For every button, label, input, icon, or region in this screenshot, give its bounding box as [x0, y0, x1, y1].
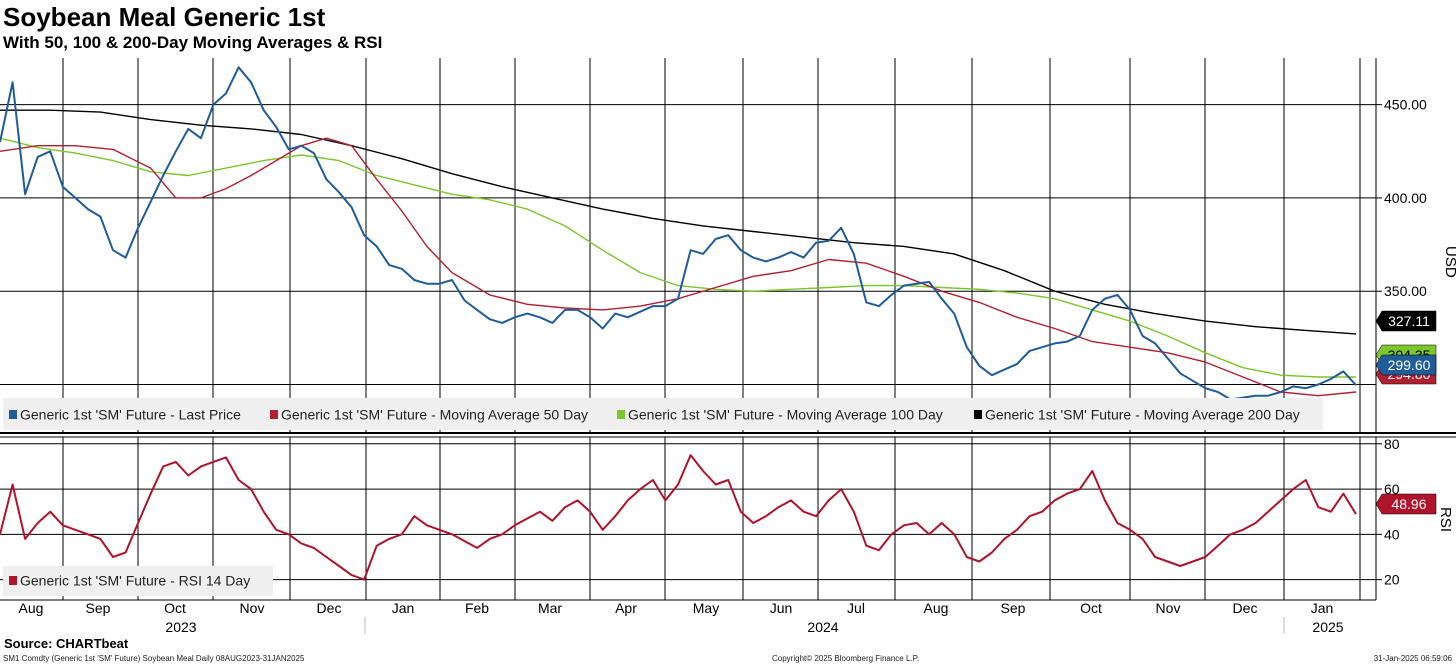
x-month-label: Sep: [1001, 600, 1026, 616]
x-month-label: Feb: [465, 600, 489, 616]
last-value-tag-rsi-shape: [1375, 493, 1437, 515]
rsi-legend-box: [3, 566, 273, 596]
rsi-axis-unit: RSI: [1437, 507, 1454, 532]
last-value-tag-last-price-shape: [1375, 354, 1437, 376]
last-value-tag-last-price: 299.60: [1375, 354, 1437, 376]
series-ma100-line: [0, 137, 1356, 378]
chart-subtitle: With 50, 100 & 200-Day Moving Averages &…: [3, 33, 383, 52]
x-month-label: Jan: [1311, 600, 1334, 616]
price-tick-label: 450.00: [1384, 97, 1427, 113]
rsi-tick-label: 40: [1384, 526, 1400, 542]
grid-layer: [0, 58, 1376, 600]
x-month-label: Apr: [615, 600, 637, 616]
series-last-price-line: [0, 66, 1357, 401]
last-value-tag-ma200-shape: [1375, 310, 1437, 332]
legend-label-last-price: Generic 1st 'SM' Future - Last Price: [20, 407, 241, 423]
x-month-label: Aug: [19, 600, 44, 616]
rsi-tick-label: 80: [1384, 436, 1400, 452]
x-month-label: Nov: [240, 600, 265, 616]
legend-swatch-ma100: [617, 410, 625, 419]
last-value-tag-rsi-text: 48.96: [1391, 496, 1426, 512]
last-value-tag-ma200-text: 327.11: [1388, 313, 1430, 329]
last-value-tag-last-price-text: 299.60: [1388, 357, 1431, 373]
rsi-tick-label: 60: [1384, 481, 1400, 497]
x-month-label: Aug: [924, 600, 949, 616]
rsi-tick-label: 20: [1384, 572, 1400, 588]
series-rsi-line: [0, 454, 1357, 581]
source-note: Source: CHARTbeat: [4, 636, 129, 651]
footer-timestamp: 31-Jan-2025 06:59:06: [1373, 654, 1452, 663]
series-layer: [0, 66, 1357, 581]
last-value-tag-rsi: 48.96: [1375, 493, 1437, 515]
price-legend-box: [3, 398, 1323, 430]
x-month-label: Oct: [164, 600, 186, 616]
x-year-label: 2025: [1312, 619, 1343, 635]
series-ma50-line: [0, 137, 1357, 397]
last-value-tag-ma200: 327.11: [1375, 310, 1437, 332]
x-month-label: Mar: [538, 600, 562, 616]
x-month-label: Jan: [392, 600, 415, 616]
legend-swatch-rsi: [9, 576, 17, 585]
legend-label-ma100: Generic 1st 'SM' Future - Moving Average…: [628, 407, 943, 423]
price-axis-unit: USD: [1442, 246, 1456, 278]
footer-copyright: Copyright© 2025 Bloomberg Finance L.P.: [772, 654, 920, 663]
series-ma200-line: [0, 109, 1357, 335]
legend-swatch-ma50: [270, 410, 278, 419]
x-month-label: Dec: [1233, 600, 1258, 616]
axis-layer: 450.00 400.00 350.00 80 60 40 20 Aug Sep Oct Nov De…: [19, 97, 1427, 635]
x-year-label: 2023: [165, 619, 196, 635]
x-month-label: Jul: [847, 600, 865, 616]
legend-label-ma200: Generic 1st 'SM' Future - Moving Average…: [985, 407, 1300, 423]
legend-swatch-ma200: [974, 410, 982, 419]
price-tick-label: 350.00: [1384, 283, 1427, 299]
x-month-label: Dec: [317, 600, 342, 616]
legend-label-rsi: Generic 1st 'SM' Future - RSI 14 Day: [20, 573, 250, 589]
footer-left-note: SM1 Comdty (Generic 1st 'SM' Future) Soy…: [3, 654, 305, 663]
chart-title: Soybean Meal Generic 1st: [3, 2, 326, 32]
x-month-label: Oct: [1080, 600, 1102, 616]
legend-swatch-last-price: [9, 410, 17, 419]
price-tick-label: 400.00: [1384, 190, 1427, 206]
x-month-label: Nov: [1156, 600, 1181, 616]
x-month-label: May: [693, 600, 719, 616]
x-year-label: 2024: [807, 619, 838, 635]
x-month-label: Sep: [86, 600, 111, 616]
x-month-label: Jun: [770, 600, 793, 616]
legend-label-ma50: Generic 1st 'SM' Future - Moving Average…: [281, 407, 588, 423]
